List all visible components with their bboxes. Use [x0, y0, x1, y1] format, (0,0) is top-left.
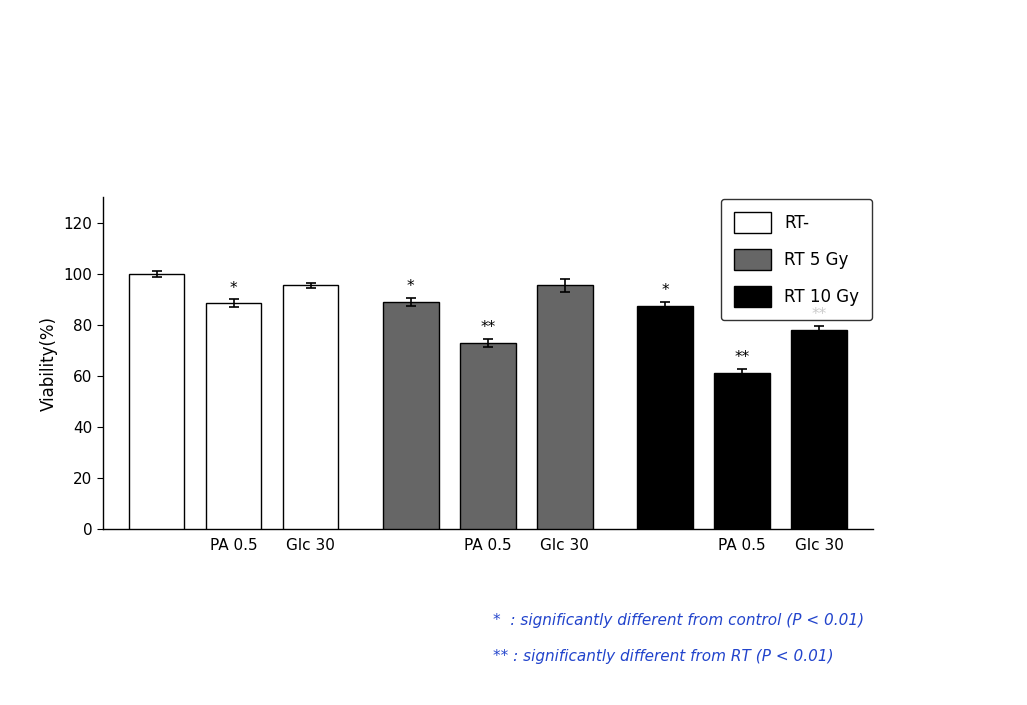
Text: *  : significantly different from control (P < 0.01): * : significantly different from control… [493, 613, 864, 628]
Bar [383, 302, 439, 529]
Text: **: ** [481, 320, 495, 335]
Text: **: ** [811, 307, 827, 322]
Bar [129, 274, 185, 529]
Bar [637, 306, 692, 529]
Text: ** : significantly different from RT (P < 0.01): ** : significantly different from RT (P … [493, 649, 834, 663]
Bar [460, 343, 516, 529]
Bar [537, 286, 593, 529]
Text: *: * [407, 279, 415, 294]
Text: *: * [230, 281, 237, 295]
Bar [205, 303, 261, 529]
Y-axis label: Viability(%): Viability(%) [40, 316, 58, 410]
Text: *: * [661, 283, 669, 298]
Bar [791, 330, 846, 529]
Legend: RT-, RT 5 Gy, RT 10 Gy: RT-, RT 5 Gy, RT 10 Gy [721, 199, 872, 320]
Text: **: ** [734, 350, 750, 365]
Bar [714, 373, 770, 529]
Bar [282, 286, 338, 529]
